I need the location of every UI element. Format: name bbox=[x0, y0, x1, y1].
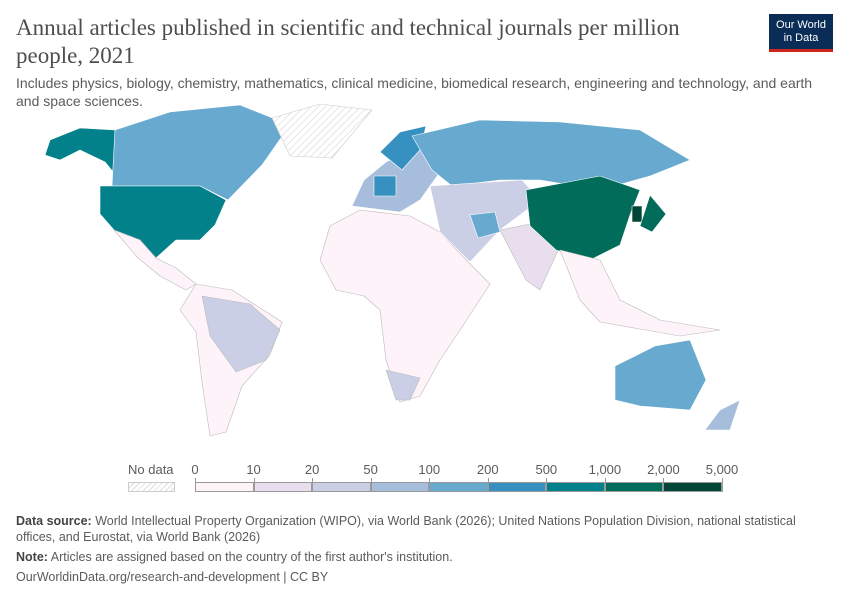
region-southeast-asia[interactable] bbox=[559, 249, 721, 337]
legend-tick bbox=[429, 478, 431, 492]
chart-subtitle: Includes physics, biology, chemistry, ma… bbox=[16, 75, 813, 109]
legend-tick bbox=[312, 478, 314, 492]
legend-bin[interactable] bbox=[370, 482, 430, 492]
legend-tick bbox=[546, 478, 548, 492]
region-united-states[interactable] bbox=[99, 185, 227, 259]
legend-tick-label: 5,000 bbox=[705, 462, 739, 477]
region-iran[interactable] bbox=[469, 211, 501, 239]
legend-tick bbox=[722, 478, 723, 492]
region-africa[interactable] bbox=[319, 209, 491, 403]
region-new-zealand[interactable] bbox=[704, 399, 741, 431]
legend-bin[interactable] bbox=[546, 482, 605, 492]
legend-bin[interactable] bbox=[312, 482, 371, 492]
region-greenland[interactable] bbox=[271, 103, 373, 159]
region-south-africa[interactable] bbox=[385, 369, 421, 401]
legend-tick bbox=[195, 478, 196, 492]
chart-title: Annual articles published in scientific … bbox=[16, 15, 680, 68]
legend-bin[interactable] bbox=[429, 482, 488, 492]
map-legend: No data 0 10 20 50 100 200 500 1,000 2,000 5,000 bbox=[0, 460, 850, 500]
legend-bin[interactable] bbox=[487, 482, 547, 492]
legend-tick-label: 100 bbox=[418, 462, 441, 477]
region-japan[interactable] bbox=[639, 194, 667, 233]
legend-bin[interactable] bbox=[253, 482, 313, 492]
note-text: Articles are assigned based on the count… bbox=[50, 550, 453, 564]
chart-footer: Data source: World Intellectual Property… bbox=[16, 513, 836, 589]
legend-tick-label: 0 bbox=[191, 462, 199, 477]
no-data-label: No data bbox=[128, 462, 174, 477]
logo-line-1: Our World bbox=[776, 18, 826, 31]
legend-tick bbox=[604, 478, 606, 492]
world-map bbox=[44, 103, 741, 437]
legend-tick bbox=[370, 478, 372, 492]
source-url-link[interactable]: OurWorldinData.org/research-and-developm… bbox=[16, 570, 329, 584]
legend-bin[interactable] bbox=[663, 482, 722, 492]
legend-tick-label: 50 bbox=[363, 462, 378, 477]
legend-tick bbox=[487, 478, 489, 492]
legend-tick-label: 10 bbox=[246, 462, 261, 477]
source-label: Data source: bbox=[16, 514, 92, 528]
legend-tick-label: 1,000 bbox=[588, 462, 622, 477]
region-russia[interactable] bbox=[411, 119, 691, 191]
source-text: World Intellectual Property Organization… bbox=[16, 514, 796, 544]
legend-tick-label: 20 bbox=[304, 462, 320, 477]
region-brazil[interactable] bbox=[201, 295, 281, 373]
note-label: Note: bbox=[16, 550, 48, 564]
legend-tick-label: 2,000 bbox=[647, 462, 680, 477]
legend-tick bbox=[253, 478, 255, 492]
region-korea[interactable] bbox=[631, 205, 643, 223]
no-data-swatch bbox=[128, 482, 175, 492]
region-china[interactable] bbox=[525, 175, 641, 261]
legend-bin[interactable] bbox=[604, 482, 664, 492]
logo-line-2: in Data bbox=[783, 31, 819, 44]
region-central-europe[interactable] bbox=[373, 175, 397, 197]
legend-tick-label: 500 bbox=[535, 462, 558, 477]
legend-tick-label: 200 bbox=[476, 462, 499, 477]
legend-bin[interactable] bbox=[195, 482, 254, 492]
legend-tick bbox=[663, 478, 665, 492]
region-australia[interactable] bbox=[614, 339, 707, 411]
region-alaska[interactable] bbox=[44, 127, 119, 179]
owid-logo[interactable]: Our World in Data bbox=[769, 14, 833, 52]
